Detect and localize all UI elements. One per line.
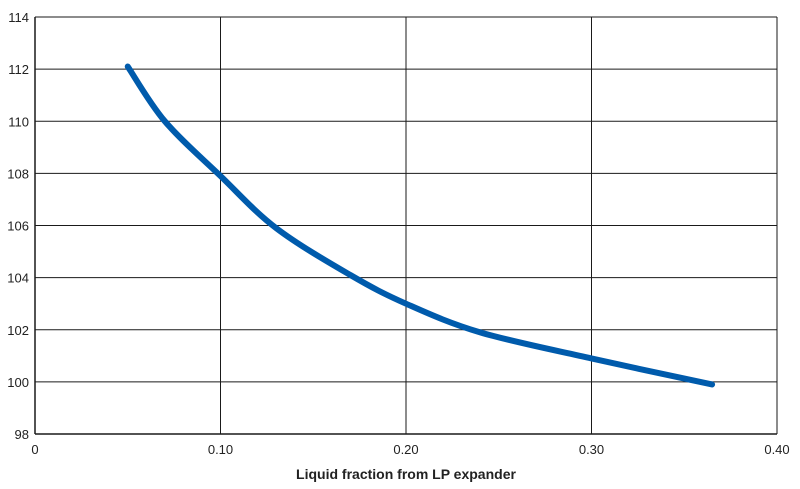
series-group: [124, 63, 716, 388]
y-tick-label-3: 104: [7, 271, 29, 286]
x-tick-label-3: 0.30: [579, 442, 604, 457]
grid-lines: [34, 16, 778, 435]
x-tick-label-2: 0.20: [393, 442, 418, 457]
x-tick-label-1: 0.10: [208, 442, 233, 457]
x-axis-title: Liquid fraction from LP expander: [296, 466, 516, 482]
x-tick-label-0: 0: [31, 442, 38, 457]
y-tick-label-2: 102: [7, 323, 29, 338]
axes: [34, 17, 777, 435]
y-tick-labels: 98 100 102 104 106 108 110 112 114: [7, 10, 29, 442]
y-tick-label-8: 114: [8, 10, 29, 25]
y-tick-label-6: 110: [8, 114, 29, 129]
series-line-0: [124, 63, 716, 388]
y-tick-label-4: 106: [7, 219, 29, 234]
x-tick-labels: 0 0.10 0.20 0.30 0.40: [31, 442, 789, 457]
y-tick-label-5: 108: [7, 166, 29, 181]
y-tick-label-1: 100: [7, 375, 29, 390]
y-tick-label-7: 112: [8, 62, 29, 77]
x-tick-label-4: 0.40: [764, 442, 789, 457]
y-tick-label-0: 98: [15, 427, 29, 442]
